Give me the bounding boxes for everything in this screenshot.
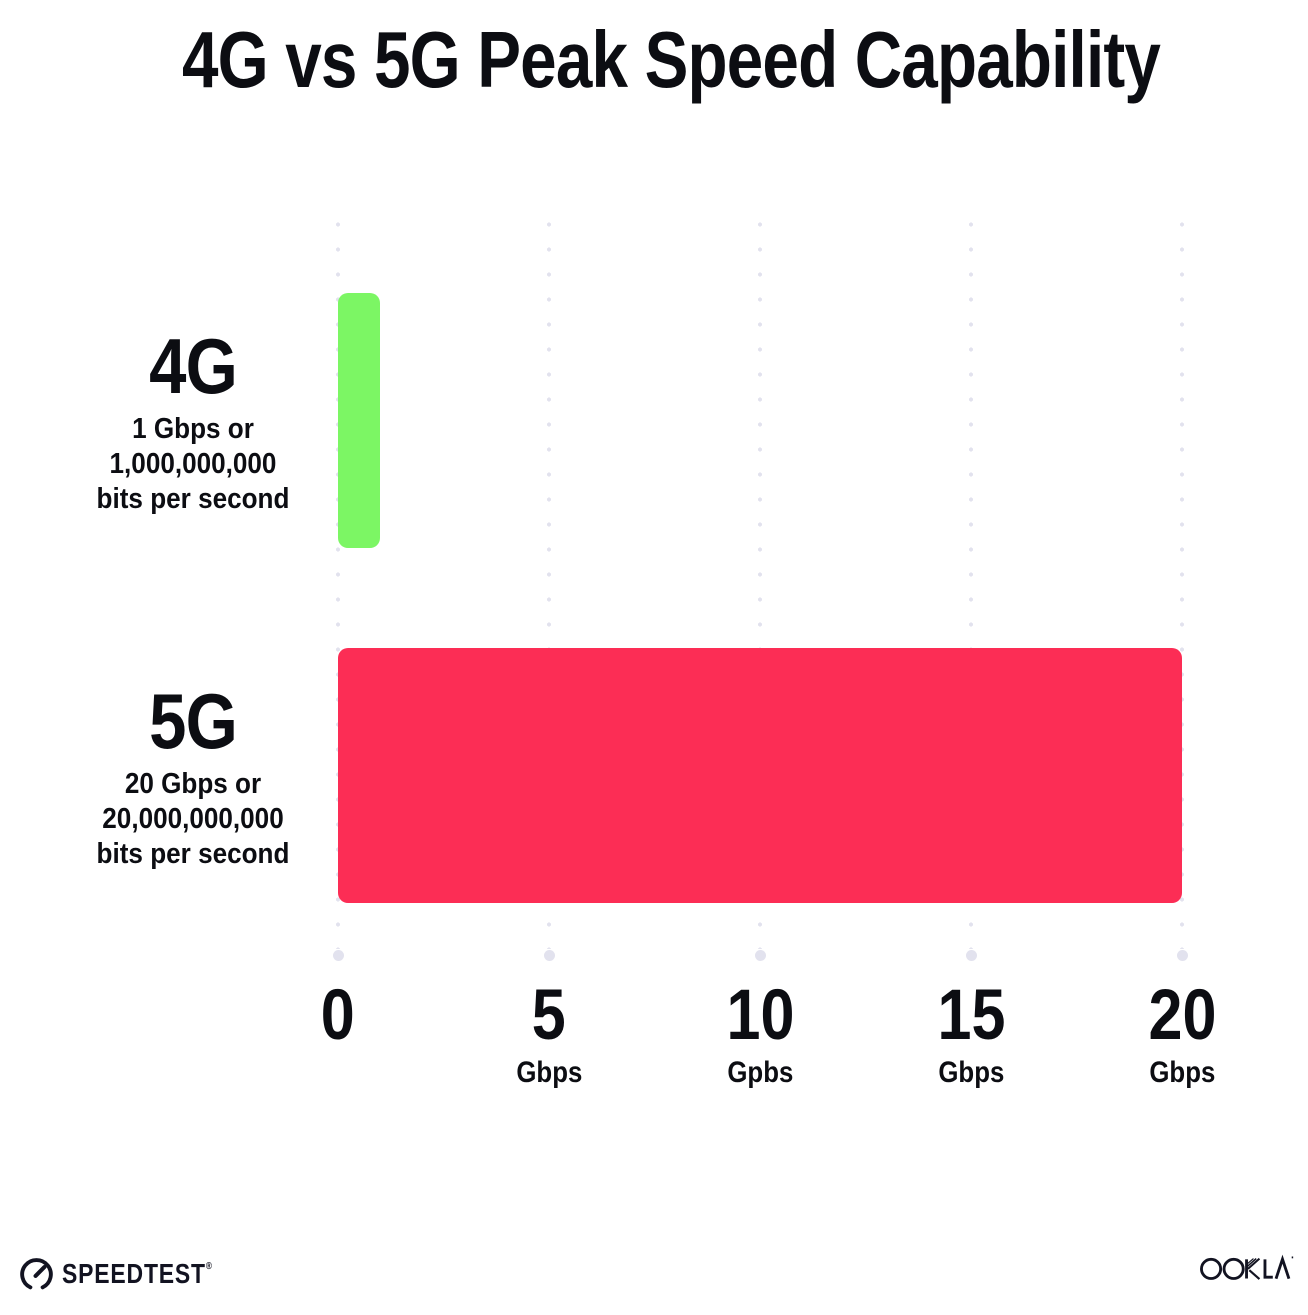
speedtest-wordmark-text: SPEEDTEST <box>62 1258 206 1289</box>
speedtest-gauge-icon <box>20 1257 53 1289</box>
category-sublabel-5g: 20 Gbps or 20,000,000,000 bits per second <box>40 767 346 872</box>
x-tick-10: 10 Gpbs <box>610 980 910 1090</box>
speedtest-wordmark: SPEEDTEST® <box>62 1258 245 1290</box>
x-tick-unit-text: Gbps <box>938 1056 1004 1089</box>
x-tick-unit-text: Gbps <box>1149 1056 1215 1089</box>
category-label-text: 5G <box>149 676 238 765</box>
x-tick-15: 15 Gbps <box>821 980 1121 1090</box>
x-tick-number: 15 <box>821 980 1121 1052</box>
category-label-5g: 5G <box>23 680 363 762</box>
x-tick-number: 20 <box>1032 980 1308 1052</box>
x-tick-number-text: 10 <box>726 976 794 1055</box>
bar-4g <box>338 293 381 548</box>
category-sublabel-line-1: 20 Gbps or <box>124 767 262 800</box>
gridline-end-dot-20 <box>1176 949 1188 961</box>
x-tick-number: 0 <box>188 980 488 1052</box>
chart-title: 4G vs 5G Peak Speed Capability <box>75 14 1268 106</box>
x-tick-unit-text: Gpbs <box>727 1056 793 1089</box>
gridline-5 <box>547 222 551 949</box>
category-sublabel-line-2: 20,000,000,000 <box>102 802 284 835</box>
category-label-text: 4G <box>149 321 238 410</box>
gridline-10 <box>758 222 762 949</box>
x-tick-number: 10 <box>610 980 910 1052</box>
x-tick-number: 5 <box>399 980 699 1052</box>
x-tick-20: 20 Gbps <box>1032 980 1308 1090</box>
category-sublabel-line-3: bits per second <box>96 837 290 870</box>
gridline-end-dot-0 <box>332 949 344 961</box>
x-tick-0: 0 <box>188 980 488 1052</box>
gridline-end-dot-15 <box>965 949 977 961</box>
x-tick-number-text: 5 <box>532 976 566 1055</box>
speedtest-logo: SPEEDTEST® <box>18 1254 245 1294</box>
category-label-4g: 4G <box>23 325 363 407</box>
gridline-end-dot-5 <box>543 949 555 961</box>
speedtest-trademark: ® <box>205 1261 212 1272</box>
ookla-logo <box>1200 1252 1294 1289</box>
category-sublabel-line-1: 1 Gbps or <box>132 412 254 445</box>
x-tick-unit: Gpbs <box>610 1056 910 1090</box>
x-tick-number-text: 20 <box>1148 976 1216 1055</box>
x-tick-unit-text: Gbps <box>516 1056 582 1089</box>
row-label-4g: 4G 1 Gbps or 1,000,000,000 bits per second <box>23 325 363 517</box>
category-sublabel-4g: 1 Gbps or 1,000,000,000 bits per second <box>40 412 346 517</box>
gridline-0 <box>336 222 340 949</box>
gridline-15 <box>969 222 973 949</box>
bar-5g <box>338 648 1182 903</box>
x-tick-unit: Gbps <box>1032 1056 1308 1090</box>
gridline-end-dot-10 <box>754 949 766 961</box>
category-sublabel-line-2: 1,000,000,000 <box>109 447 277 480</box>
category-sublabel-line-3: bits per second <box>96 482 290 515</box>
x-tick-number-text: 0 <box>321 976 355 1055</box>
row-label-5g: 5G 20 Gbps or 20,000,000,000 bits per secon… <box>23 680 363 872</box>
x-tick-unit: Gbps <box>821 1056 1121 1090</box>
ookla-wordmark-icon <box>1200 1254 1294 1280</box>
x-tick-unit: Gbps <box>399 1056 699 1090</box>
x-tick-number-text: 15 <box>937 976 1005 1055</box>
chart-title-text: 4G vs 5G Peak Speed Capability <box>181 15 1161 104</box>
gridline-20 <box>1180 222 1184 949</box>
x-tick-5: 5 Gbps <box>399 980 699 1090</box>
